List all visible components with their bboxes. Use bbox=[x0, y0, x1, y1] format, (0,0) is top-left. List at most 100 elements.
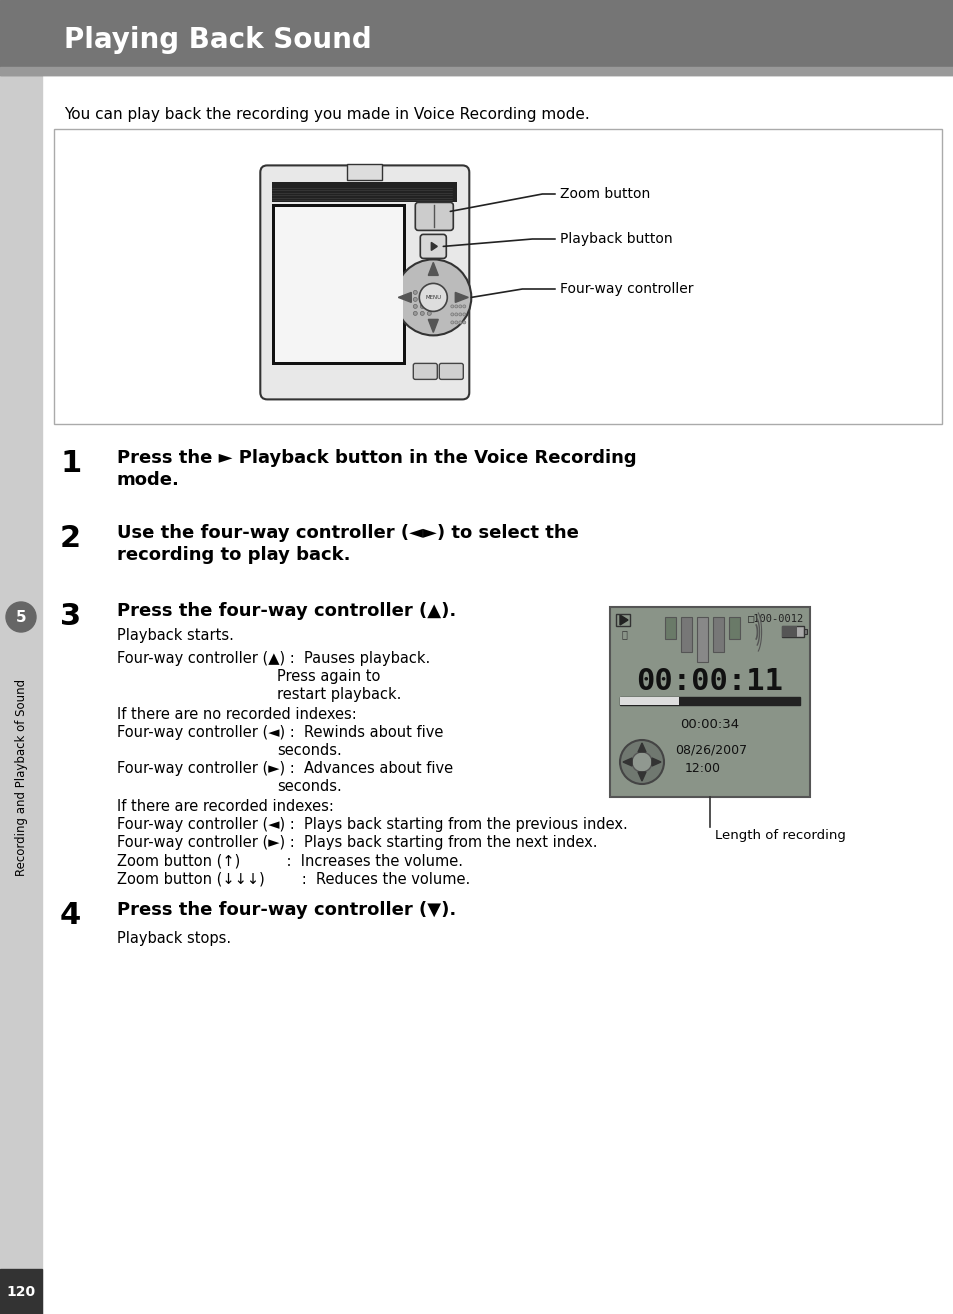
Text: Four-way controller (▲) :  Pauses playback.: Four-way controller (▲) : Pauses playbac… bbox=[117, 650, 430, 666]
Text: 00:00:11: 00:00:11 bbox=[636, 668, 782, 696]
Polygon shape bbox=[622, 758, 631, 766]
Text: Four-way controller: Four-way controller bbox=[559, 283, 693, 296]
Text: MENU: MENU bbox=[425, 294, 441, 300]
Polygon shape bbox=[638, 773, 645, 781]
Circle shape bbox=[420, 305, 424, 309]
Polygon shape bbox=[428, 263, 437, 276]
Text: 120: 120 bbox=[7, 1285, 35, 1300]
Text: Zoom button: Zoom button bbox=[559, 187, 650, 201]
Circle shape bbox=[458, 321, 461, 323]
Text: Playback stops.: Playback stops. bbox=[117, 932, 231, 946]
Text: You can play back the recording you made in Voice Recording mode.: You can play back the recording you made… bbox=[64, 106, 589, 122]
Circle shape bbox=[427, 311, 431, 315]
Polygon shape bbox=[638, 742, 645, 752]
FancyBboxPatch shape bbox=[420, 234, 446, 259]
Bar bbox=[680, 618, 691, 652]
Bar bbox=[609, 607, 809, 798]
Circle shape bbox=[458, 313, 461, 315]
Text: 12:00: 12:00 bbox=[684, 762, 720, 775]
Bar bbox=[664, 618, 676, 639]
FancyBboxPatch shape bbox=[415, 202, 453, 230]
Circle shape bbox=[451, 305, 454, 307]
Polygon shape bbox=[431, 242, 436, 251]
Bar bbox=[0, 0, 953, 75]
Text: Zoom button (↑)          :  Increases the volume.: Zoom button (↑) : Increases the volume. bbox=[117, 853, 462, 869]
Polygon shape bbox=[398, 293, 411, 302]
Bar bbox=[272, 205, 406, 365]
Bar bbox=[616, 614, 629, 625]
Text: Press the ► Playback button in the Voice Recording
mode.: Press the ► Playback button in the Voice… bbox=[117, 449, 636, 489]
Text: 00:00:34: 00:00:34 bbox=[679, 719, 739, 732]
Text: seconds.: seconds. bbox=[276, 779, 341, 794]
Circle shape bbox=[455, 321, 457, 323]
Circle shape bbox=[413, 305, 416, 309]
Bar bbox=[697, 618, 707, 662]
Circle shape bbox=[462, 321, 465, 323]
Circle shape bbox=[462, 305, 465, 307]
Text: 08/26/2007: 08/26/2007 bbox=[675, 744, 746, 757]
Circle shape bbox=[413, 290, 416, 294]
Text: restart playback.: restart playback. bbox=[276, 687, 401, 702]
Polygon shape bbox=[428, 319, 437, 332]
Text: Four-way controller (◄) :  Plays back starting from the previous index.: Four-way controller (◄) : Plays back sta… bbox=[117, 817, 627, 832]
Bar bbox=[619, 696, 679, 706]
Bar bbox=[272, 183, 456, 202]
Bar bbox=[781, 625, 803, 637]
Text: Use the four-way controller (◄►) to select the
recording to play back.: Use the four-way controller (◄►) to sele… bbox=[117, 524, 578, 564]
Text: Playback button: Playback button bbox=[559, 233, 672, 246]
Bar bbox=[712, 618, 723, 652]
Circle shape bbox=[619, 740, 663, 784]
Bar bbox=[0, 67, 953, 75]
Circle shape bbox=[413, 297, 416, 301]
Text: Zoom button (↓↓↓)        :  Reduces the volume.: Zoom button (↓↓↓) : Reduces the volume. bbox=[117, 871, 470, 886]
Circle shape bbox=[631, 752, 651, 773]
Circle shape bbox=[419, 284, 447, 311]
Text: 2: 2 bbox=[60, 524, 81, 553]
Polygon shape bbox=[455, 293, 468, 302]
Circle shape bbox=[451, 313, 454, 315]
Circle shape bbox=[413, 311, 416, 315]
Circle shape bbox=[455, 305, 457, 307]
Text: 1: 1 bbox=[60, 449, 81, 478]
Bar bbox=[803, 629, 806, 633]
Bar bbox=[619, 696, 800, 706]
Text: Four-way controller (►) :  Advances about five: Four-way controller (►) : Advances about… bbox=[117, 761, 453, 777]
Bar bbox=[728, 618, 740, 639]
Text: Press the four-way controller (▲).: Press the four-way controller (▲). bbox=[117, 602, 456, 620]
Bar bbox=[347, 164, 382, 180]
Text: 4: 4 bbox=[60, 901, 81, 930]
Circle shape bbox=[455, 313, 457, 315]
Circle shape bbox=[427, 305, 431, 309]
Text: 3: 3 bbox=[60, 602, 81, 631]
Text: If there are no recorded indexes:: If there are no recorded indexes: bbox=[117, 707, 356, 721]
Text: Playback starts.: Playback starts. bbox=[117, 628, 233, 643]
Circle shape bbox=[462, 313, 465, 315]
Bar bbox=[0, 0, 42, 1314]
Circle shape bbox=[458, 305, 461, 307]
Text: ⤓: ⤓ bbox=[621, 629, 627, 639]
Text: Press again to: Press again to bbox=[276, 669, 380, 685]
Text: □100-0012: □100-0012 bbox=[747, 614, 803, 623]
Text: Four-way controller (►) :  Plays back starting from the next index.: Four-way controller (►) : Plays back sta… bbox=[117, 834, 597, 850]
FancyBboxPatch shape bbox=[413, 364, 436, 380]
Text: If there are recorded indexes:: If there are recorded indexes: bbox=[117, 799, 334, 813]
Circle shape bbox=[420, 290, 424, 294]
Text: seconds.: seconds. bbox=[276, 742, 341, 758]
Text: Four-way controller (◄) :  Rewinds about five: Four-way controller (◄) : Rewinds about … bbox=[117, 725, 443, 740]
Bar bbox=[0, 1269, 42, 1314]
Text: Playing Back Sound: Playing Back Sound bbox=[64, 25, 372, 54]
Polygon shape bbox=[651, 758, 660, 766]
Bar bbox=[275, 208, 403, 363]
Circle shape bbox=[420, 311, 424, 315]
Text: Press the four-way controller (▼).: Press the four-way controller (▼). bbox=[117, 901, 456, 918]
Circle shape bbox=[6, 602, 36, 632]
Circle shape bbox=[420, 297, 424, 301]
Text: Length of recording: Length of recording bbox=[714, 829, 845, 842]
FancyBboxPatch shape bbox=[438, 364, 463, 380]
FancyBboxPatch shape bbox=[260, 166, 469, 399]
Circle shape bbox=[395, 259, 471, 335]
Text: Recording and Playback of Sound: Recording and Playback of Sound bbox=[14, 678, 28, 875]
Circle shape bbox=[427, 297, 431, 301]
Polygon shape bbox=[619, 615, 627, 625]
Bar bbox=[54, 129, 941, 424]
